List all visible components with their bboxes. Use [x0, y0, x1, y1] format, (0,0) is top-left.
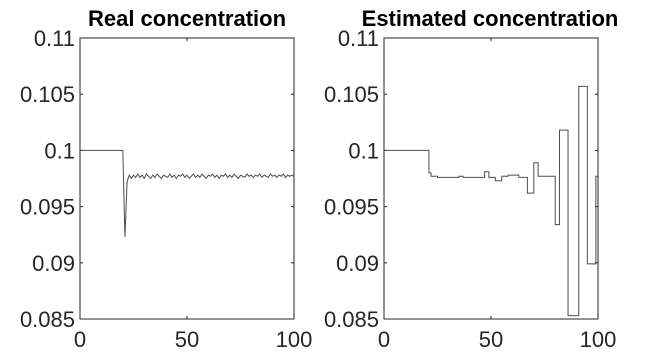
chart-title-estimated: Estimated concentration — [362, 6, 619, 31]
panel-estimated: Estimated concentration 0.0850.090.0950.… — [324, 6, 618, 352]
x-tick-label: 100 — [276, 327, 313, 352]
plot-area-estimated — [384, 85, 598, 317]
y-tick-label: 0.1 — [348, 138, 379, 163]
y-axis-real: 0.085 0.09 0.095 0.1 0.105 0.11 — [20, 26, 294, 332]
x-axis-estimated: 0 50 100 — [378, 38, 616, 352]
y-tick-label: 0.085 — [324, 307, 379, 332]
y-tick-label: 0.09 — [32, 251, 75, 276]
y-tick-label: 0.1 — [44, 138, 75, 163]
y-tick-label: 0.105 — [324, 82, 379, 107]
series-line — [384, 85, 598, 317]
plot-area-real — [80, 149, 295, 237]
y-tick-label: 0.11 — [34, 26, 75, 51]
y-tick-label: 0.095 — [20, 195, 75, 220]
panel-real: Real concentration 0.085 0.09 0.095 0.1 0.10… — [20, 6, 312, 352]
x-tick-label: 100 — [580, 327, 617, 352]
axes-box-real — [79, 37, 295, 320]
x-tick-label: 50 — [175, 327, 199, 352]
chart-title-real: Real concentration — [88, 6, 286, 31]
axes-box-estimated — [383, 37, 599, 320]
x-tick-label: 0 — [74, 327, 86, 352]
y-tick-label: 0.095 — [324, 195, 379, 220]
series-line — [80, 149, 295, 237]
y-tick-label: 0.09 — [336, 251, 379, 276]
y-tick-label: 0.085 — [20, 307, 75, 332]
y-axis-estimated: 0.085 0.09 0.095 0.1 0.105 0.11 — [324, 26, 598, 332]
y-tick-label: 0.11 — [338, 26, 379, 51]
x-axis-real: 0 50 100 — [74, 38, 312, 352]
x-tick-label: 0 — [378, 327, 390, 352]
y-tick-label: 0.105 — [20, 82, 75, 107]
x-tick-label: 50 — [479, 327, 503, 352]
